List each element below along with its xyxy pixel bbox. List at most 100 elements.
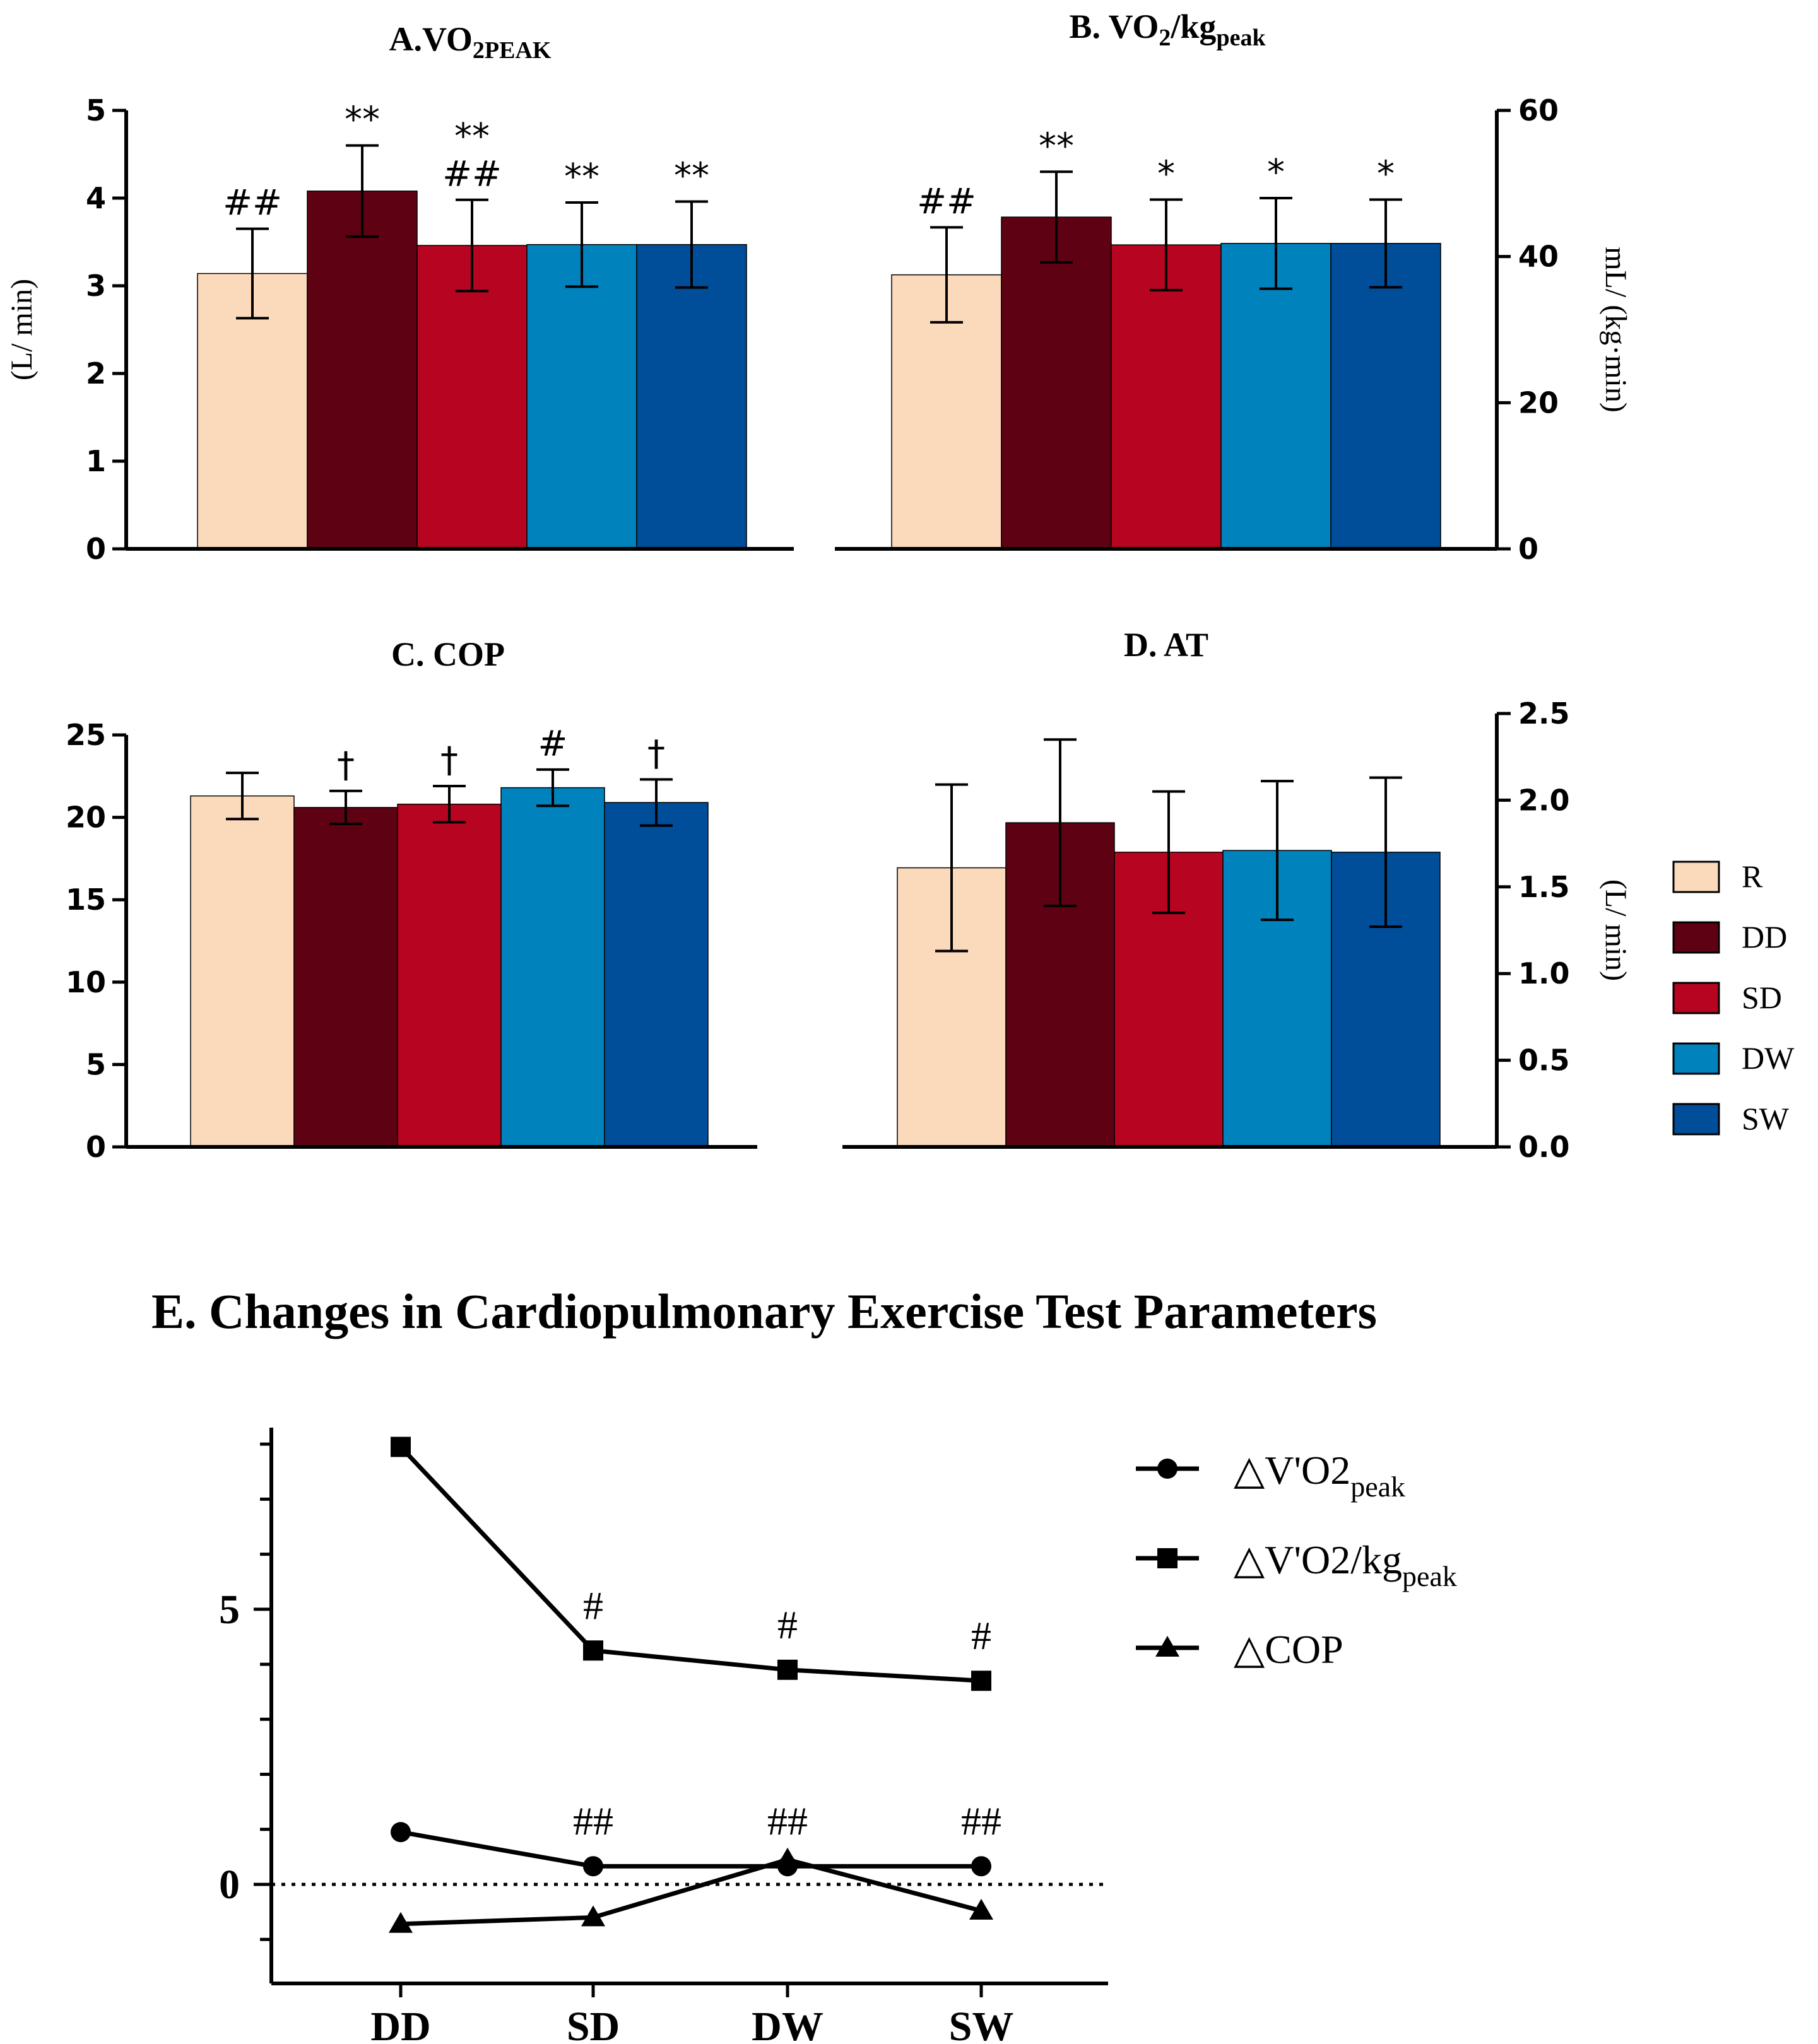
point-square-sw xyxy=(971,1671,991,1691)
y-axis-title-d: (L/ min) xyxy=(1599,879,1632,981)
legend-label-r: R xyxy=(1742,859,1763,894)
legend-swatch-sd xyxy=(1672,982,1720,1014)
sig-label-e-dw: # xyxy=(777,1602,798,1647)
bar-c-dd xyxy=(293,807,398,1148)
y-tick-label-a: 4 xyxy=(86,181,106,215)
point-circle-sd xyxy=(583,1856,603,1877)
point-triangle-dw xyxy=(776,1847,800,1869)
y-tick-label-a: 5 xyxy=(86,93,106,127)
sig-label-a-dd: ** xyxy=(345,100,380,141)
error-bar-c-r xyxy=(226,772,259,821)
legend-swatch-sw xyxy=(1672,1103,1720,1136)
error-bar-d-sw xyxy=(1369,776,1402,929)
y-tick-label-d: 2.0 xyxy=(1518,783,1570,817)
bar-c-r xyxy=(190,795,295,1148)
y-tick-label-d: 1.0 xyxy=(1518,956,1570,990)
error-bar-c-dd xyxy=(329,789,362,826)
y-tick-label-a: 0 xyxy=(86,532,106,566)
bar-c-dw xyxy=(500,787,605,1148)
point-triangle-dd xyxy=(389,1912,413,1933)
bar-c-sd xyxy=(397,803,502,1148)
panel-e: E. Changes in Cardiopulmonary Exercise T… xyxy=(151,1284,1377,2044)
legend-swatch-r xyxy=(1672,860,1720,893)
error-bar-d-sd xyxy=(1152,790,1185,915)
bar-b-dd xyxy=(1001,216,1112,549)
sig-label-a-r: ## xyxy=(223,183,282,224)
error-bar-a-sd xyxy=(456,198,488,293)
y-tick-label-d: 0.5 xyxy=(1518,1043,1570,1078)
y-tick-label-c: 10 xyxy=(66,965,106,999)
y-axis-title-b: mL/ (kg·min) xyxy=(1599,247,1632,413)
legend-label-sw: SW xyxy=(1742,1101,1790,1136)
sig-label-e-sd: # xyxy=(583,1583,603,1628)
y-tick-label-c: 20 xyxy=(66,801,106,835)
sig-label-c-dd: † xyxy=(337,745,355,786)
bar-b-sw xyxy=(1330,243,1441,549)
point-triangle-sw xyxy=(969,1898,993,1920)
x-tick-label-e-dw: DW xyxy=(752,2004,823,2044)
sig-label-c-sw: † xyxy=(647,734,665,775)
bar-b-sd xyxy=(1111,244,1222,549)
sig-label-b-dd: ** xyxy=(1039,126,1074,167)
series-line-triangle xyxy=(400,1857,982,1927)
legend-label-sd: SD xyxy=(1742,980,1782,1015)
legend-marker-triangle xyxy=(1155,1636,1179,1657)
series-line-square xyxy=(399,1445,982,1683)
series-triangle xyxy=(389,1847,993,1933)
panel-c: C. COP † † # † 0 5 10 15 20 25 xyxy=(66,635,757,1164)
bar-a-sw xyxy=(636,244,747,549)
y-tick-label-b: 40 xyxy=(1518,240,1559,274)
sig-label-e-sd: ## xyxy=(573,1799,613,1843)
bar-a-dd xyxy=(307,191,418,549)
legend-swatch-dw xyxy=(1672,1042,1720,1075)
y-tick-label-e: 5 xyxy=(219,1587,240,1633)
legend-e: △V'O2peak △V'O2/kgpeak △COP xyxy=(1136,1448,1457,1672)
panel-a-title: A.VO2PEAK xyxy=(389,20,552,64)
point-square-sd xyxy=(583,1640,603,1661)
series-square: # # # xyxy=(391,1436,991,1691)
point-square-dd xyxy=(391,1436,411,1457)
y-tick-label-d: 1.5 xyxy=(1518,870,1570,904)
sig-label-b-sw: * xyxy=(1377,153,1395,194)
point-circle-dd xyxy=(391,1822,411,1843)
sig-label-e-dw: ## xyxy=(767,1799,808,1843)
y-axis-title-a: (L/ min) xyxy=(5,279,38,380)
error-bar-a-dw xyxy=(565,201,598,288)
legend-e-label-triangle: △COP xyxy=(1234,1627,1343,1672)
error-bar-a-dd xyxy=(346,144,379,238)
error-bar-c-sd xyxy=(433,784,466,824)
panel-e-title: E. Changes in Cardiopulmonary Exercise T… xyxy=(151,1284,1377,1339)
bar-a-dw xyxy=(526,244,637,549)
series-circle: ## ## ## xyxy=(391,1799,1001,1877)
y-tick-label-c: 25 xyxy=(66,718,106,752)
y-tick-label-d: 2.5 xyxy=(1518,696,1570,731)
error-bar-b-dw xyxy=(1260,197,1292,290)
panel-b-title: B. VO2/kgpeak xyxy=(1069,8,1266,51)
y-tick-label-e: 0 xyxy=(219,1862,240,1908)
y-tick-label-a: 2 xyxy=(86,356,106,391)
sig-label-b-r: ## xyxy=(917,181,976,222)
sig-label-a-dw: ** xyxy=(564,156,599,197)
point-circle-sw xyxy=(971,1856,991,1877)
panel-d: D. AT 0.0 0.5 1.0 1.5 2.0 2.5 (L/ min) xyxy=(842,626,1632,1164)
error-bar-b-r xyxy=(930,226,963,324)
bar-c-sw xyxy=(604,802,709,1148)
error-bar-d-dd xyxy=(1044,738,1077,908)
legend-marker-circle xyxy=(1157,1459,1178,1479)
legend-e-label-circle: △V'O2peak xyxy=(1234,1448,1405,1503)
sig-label-a-sd: ** xyxy=(454,116,490,157)
point-triangle-sd xyxy=(581,1905,605,1927)
legend-label-dw: DW xyxy=(1742,1040,1795,1076)
sig-label-e-sw: # xyxy=(971,1613,991,1658)
legend: R DD SD DW SW xyxy=(1672,859,1795,1136)
x-tick-label-e-sd: SD xyxy=(567,2004,620,2044)
sig-label-b-dw: * xyxy=(1267,152,1285,193)
y-tick-label-a: 3 xyxy=(86,269,106,303)
y-tick-label-c: 5 xyxy=(86,1047,106,1081)
sig-label-c-sd: † xyxy=(440,740,458,781)
y-tick-label-c: 0 xyxy=(86,1130,106,1164)
y-tick-label-a: 1 xyxy=(86,444,106,478)
legend-e-label-square: △V'O2/kgpeak xyxy=(1234,1537,1457,1592)
